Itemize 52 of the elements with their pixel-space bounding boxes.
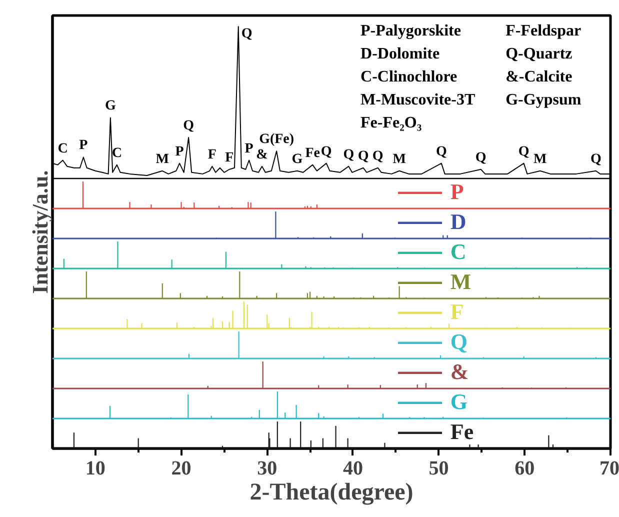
- annotation: D-Dolomite: [360, 46, 440, 63]
- annotation: G(Fe): [259, 132, 294, 148]
- annotation: C: [112, 146, 122, 161]
- annotation: Fe-Fe₂O₃: [360, 114, 422, 132]
- annotation: Q: [343, 147, 354, 162]
- annotation: Q: [183, 118, 194, 134]
- annotation: G: [292, 152, 303, 167]
- annotation: C: [58, 141, 68, 156]
- legend-label: Fe: [450, 419, 474, 445]
- annotation: Q: [475, 150, 486, 166]
- x-tick-label: 10: [85, 458, 106, 480]
- x-tick-label: 60: [514, 458, 535, 480]
- y-axis-title: Intensity/a.u.: [28, 170, 52, 294]
- annotation: F-Feldspar: [506, 22, 582, 40]
- legend-label: C: [450, 239, 468, 265]
- annotation: P: [175, 144, 184, 160]
- annotation: Q: [518, 144, 530, 160]
- annotation: Q: [358, 148, 369, 164]
- annotation: C-Clinochlore: [360, 68, 458, 86]
- annotation: F: [225, 150, 234, 166]
- annotation: M: [156, 152, 169, 167]
- x-axis-title: 2-Theta(degree): [250, 480, 414, 506]
- annotation: P-Palygorskite: [360, 22, 461, 40]
- annotation: P: [244, 141, 254, 156]
- legend-label: D: [450, 209, 468, 235]
- legend-label: M: [450, 269, 472, 295]
- annotation: G-Gypsum: [506, 91, 582, 108]
- annotation: M: [392, 152, 406, 167]
- x-tick-label: 70: [600, 458, 619, 480]
- annotation: M-Muscovite-3T: [360, 91, 476, 108]
- legend-label: &: [450, 359, 470, 385]
- legend-label: G: [450, 389, 468, 415]
- annotation: M: [534, 152, 547, 167]
- legend-label: F: [450, 299, 465, 325]
- annotation: Q-Quartz: [506, 46, 572, 63]
- annotation: F: [208, 147, 216, 162]
- annotation: Q: [241, 26, 252, 42]
- annotation: Q: [320, 144, 332, 160]
- annotation: P: [79, 138, 88, 154]
- annotation: &-Calcite: [506, 68, 572, 86]
- annotation: Q: [590, 152, 602, 167]
- annotation: Q: [372, 148, 384, 164]
- annotation: Q: [436, 144, 447, 160]
- annotation: &: [256, 147, 268, 162]
- legend-label: P: [450, 179, 465, 205]
- annotation: Fe: [305, 146, 320, 161]
- x-tick-label: 30: [257, 458, 278, 480]
- x-tick-label: 40: [342, 458, 363, 480]
- x-tick-label: 50: [428, 458, 449, 480]
- legend-label: Q: [450, 329, 468, 355]
- annotation: G: [105, 98, 116, 114]
- x-tick-label: 20: [171, 458, 192, 480]
